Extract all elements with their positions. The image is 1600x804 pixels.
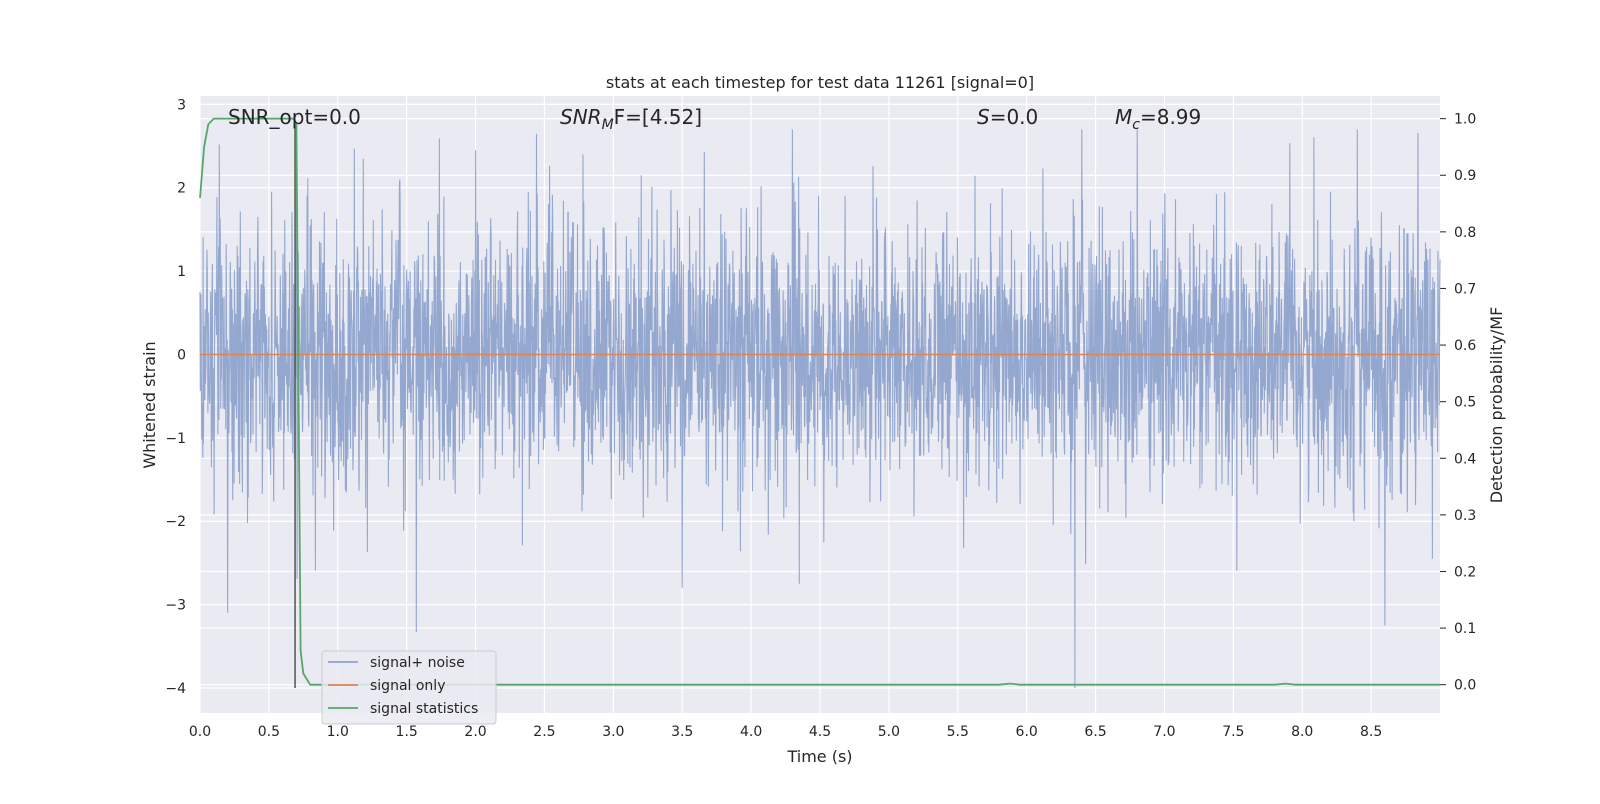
legend-label-signal-only: signal only: [370, 678, 445, 694]
x-tick-label: 6.5: [1084, 724, 1106, 740]
y-tick-label: 1: [177, 264, 186, 280]
y2-tick-label: 0.5: [1454, 395, 1476, 411]
s-rest: =0.0: [990, 105, 1039, 129]
snr-mf-rest: F=[4.52]: [614, 105, 702, 129]
snr-mf-annotation: SNRMF=[4.52]: [560, 105, 702, 133]
x-tick-label: 8.5: [1360, 724, 1382, 740]
x-tick-label: 3.0: [602, 724, 624, 740]
x-tick-label: 1.5: [396, 724, 418, 740]
mc-subscript: c: [1132, 117, 1140, 133]
y2-tick-label: 0.8: [1454, 225, 1476, 241]
legend: signal+ noise signal only signal statist…: [321, 650, 497, 725]
x-tick-label: 7.5: [1222, 724, 1244, 740]
y2-tick-label: 0.3: [1454, 508, 1476, 524]
snr-mf-base: SNR: [560, 105, 602, 129]
snr-mf-subscript: M: [602, 117, 614, 133]
y2-tick-label: 0.0: [1454, 678, 1476, 694]
x-tick-label: 0.5: [258, 724, 280, 740]
y2-tick-label: 0.4: [1454, 451, 1476, 467]
y-tick-label: −3: [165, 598, 186, 614]
y2-tick-labels: 0.0 0.1 0.2 0.3 0.4 0.5 0.6 0.7 0.8 0.9 1.0: [1454, 112, 1476, 694]
mc-annotation: Mc=8.99: [1115, 105, 1201, 133]
x-tick-label: 8.0: [1291, 724, 1313, 740]
signal-noise-series: [199, 129, 1441, 689]
x-tick-label: 4.5: [809, 724, 831, 740]
x-tick-label: 5.0: [878, 724, 900, 740]
legend-label-signal-noise: signal+ noise: [370, 655, 465, 671]
x-tick-label: 4.0: [740, 724, 762, 740]
x-axis-label: Time (s): [786, 747, 852, 766]
y-tick-label: 2: [177, 181, 186, 197]
y2-tick-label: 0.9: [1454, 168, 1476, 184]
x-tick-label: 2.0: [464, 724, 486, 740]
legend-box: [321, 650, 497, 725]
x-tick-label: 0.0: [189, 724, 211, 740]
y-tick-label: −4: [165, 681, 186, 697]
mc-base: M: [1115, 105, 1132, 129]
y-tick-label: −1: [165, 431, 186, 447]
y-tick-label: 3: [177, 97, 186, 113]
y2-tick-label: 0.7: [1454, 281, 1476, 297]
s-base: S: [977, 105, 990, 129]
s-annotation: S=0.0: [977, 105, 1038, 129]
y-tick-label: 0: [177, 347, 186, 363]
x-tick-labels: 0.0 0.5 1.0 1.5 2.0 2.5 3.0 3.5 4.0 4.5 5.0 5.5 6.0 6…: [189, 724, 1382, 740]
snr-opt-annotation: SNR_opt=0.0: [228, 105, 361, 129]
chart-title: stats at each timestep for test data 112…: [606, 73, 1034, 92]
y2-tick-label: 0.1: [1454, 621, 1476, 637]
y-tick-labels: −4 −3 −2 −1 0 1 2 3: [165, 97, 186, 697]
signal-statistics-series: [199, 117, 1440, 686]
x-tick-label: 3.5: [671, 724, 693, 740]
signal-noise-line: [199, 129, 1441, 689]
legend-label-signal-statistics: signal statistics: [370, 701, 478, 717]
mc-rest: =8.99: [1140, 105, 1201, 129]
x-tick-label: 7.0: [1153, 724, 1175, 740]
x-tick-label: 5.5: [947, 724, 969, 740]
y2-tick-label: 0.6: [1454, 338, 1476, 354]
y-tick-label: −2: [165, 514, 186, 530]
x-tick-label: 2.5: [533, 724, 555, 740]
y2-tick-label: 0.2: [1454, 564, 1476, 580]
x-tick-label: 1.0: [327, 724, 349, 740]
x-tick-label: 6.0: [1016, 724, 1038, 740]
y2-axis-label: Detection probability/MF: [1487, 307, 1506, 504]
y2-tick-label: 1.0: [1454, 112, 1476, 128]
y-axis-label: Whitened strain: [140, 341, 159, 468]
